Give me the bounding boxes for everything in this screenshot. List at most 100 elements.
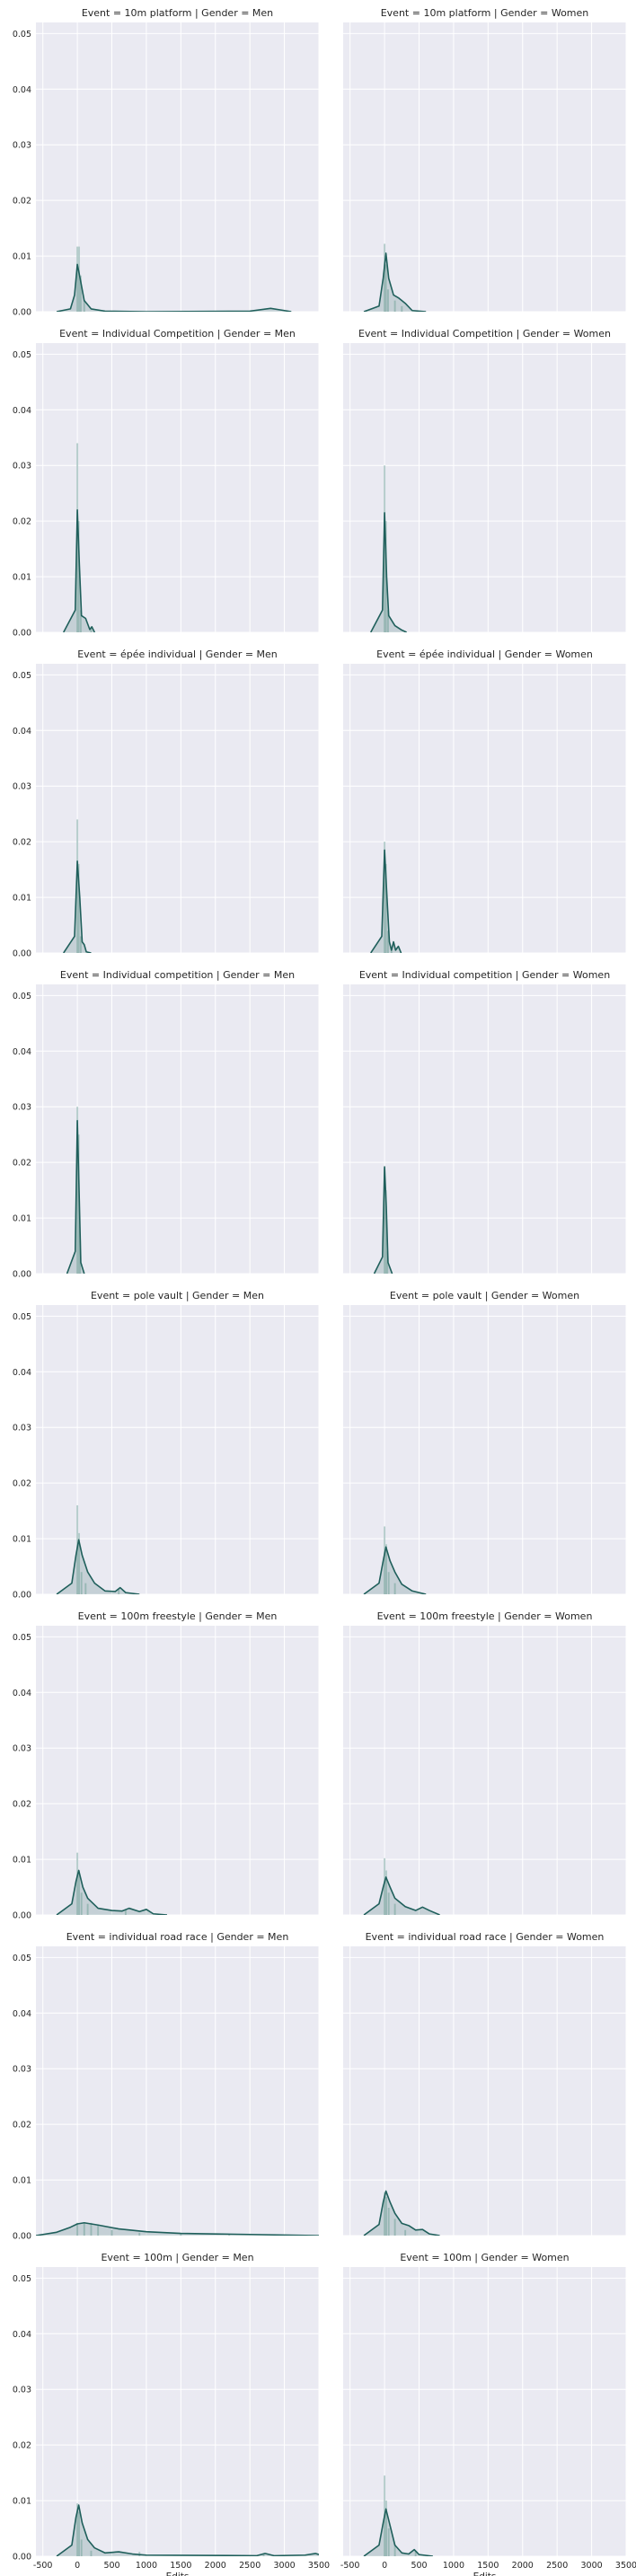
- hist-bar: [78, 1870, 80, 1915]
- y-tick-label: 0.02: [13, 1159, 31, 1169]
- panel-background: [343, 1626, 626, 1915]
- panel-title: Event = 10m platform | Gender = Men: [82, 7, 273, 19]
- panel-background: [36, 664, 319, 953]
- panel-title: Event = individual road race | Gender = …: [66, 1931, 289, 1943]
- plot-area: [56, 1504, 140, 1594]
- panel-background: [343, 1305, 626, 1594]
- y-tick-label: 0.00: [13, 1591, 31, 1601]
- plot-area: [56, 246, 292, 312]
- hist-bar: [79, 275, 82, 312]
- kde-line: [56, 1869, 168, 1915]
- plot-area: [36, 2221, 319, 2236]
- x-axis-label: Edits: [166, 2572, 190, 2576]
- panel-title: Event = Individual Competition | Gender …: [358, 328, 611, 340]
- y-tick-label: 0.03: [13, 1424, 31, 1434]
- y-tick-label: 0.05: [13, 1312, 31, 1322]
- y-tick-label: 0.04: [13, 1689, 31, 1698]
- x-tick-label: 1500: [477, 2561, 499, 2571]
- plot-area: [363, 2475, 433, 2556]
- y-tick-label: 0.05: [13, 2274, 31, 2284]
- hist-bar: [80, 1892, 83, 1915]
- y-tick-label: 0.01: [13, 894, 31, 904]
- hist-bar: [385, 1544, 387, 1594]
- plot-area: [370, 842, 402, 953]
- y-tick-label: 0.02: [13, 838, 31, 848]
- hist-bar: [90, 626, 93, 632]
- y-tick-label: 0.01: [13, 252, 31, 262]
- hist-bar: [414, 2550, 417, 2556]
- hist-bar: [385, 2501, 387, 2556]
- y-tick-label: 0.00: [13, 1270, 31, 1280]
- hist-bar: [138, 2232, 141, 2236]
- hist-bar: [79, 936, 82, 953]
- panel-title: Event = pole vault | Gender = Men: [91, 1290, 264, 1301]
- kde-area: [63, 860, 92, 953]
- y-tick-label: 0.02: [13, 517, 31, 527]
- y-tick-label: 0.03: [13, 2386, 31, 2395]
- hist-bar: [387, 1572, 390, 1594]
- facet-panels: Event = 10m platform | Gender = Men 0.00 0…: [13, 7, 636, 2576]
- hist-bar: [386, 931, 389, 953]
- panel-background: [343, 2267, 626, 2556]
- x-axis-label: Edits: [473, 2572, 497, 2576]
- hist-bar: [385, 1870, 387, 1915]
- x-tick-label: 500: [411, 2561, 427, 2571]
- kde-line: [370, 849, 402, 953]
- x-tick-label: -500: [340, 2561, 360, 2571]
- hist-bar: [384, 1190, 387, 1274]
- panel-title: Event = 100m freestyle | Gender = Women: [377, 1610, 593, 1622]
- panel-title: Event = épée individual | Gender = Women: [376, 648, 593, 660]
- x-tick-label: 2500: [546, 2561, 568, 2571]
- hist-bar: [393, 1903, 396, 1915]
- hist-bar: [76, 2503, 79, 2556]
- plot-area: [363, 1857, 440, 1915]
- kde-line: [370, 512, 408, 632]
- kde-line: [66, 1119, 85, 1274]
- hist-bar: [384, 1168, 386, 1274]
- y-tick-label: 0.02: [13, 1800, 31, 1810]
- panel-title: Event = individual road race | Gender = …: [366, 1931, 605, 1943]
- hist-bar: [180, 2234, 182, 2236]
- y-tick-label: 0.04: [13, 727, 31, 737]
- x-tick-label: 1500: [170, 2561, 191, 2571]
- facet-panel: Event = Individual Competition | Gender …: [343, 328, 627, 633]
- facet-panel: Event = Individual Competition | Gender …: [13, 328, 320, 639]
- hist-bar: [384, 465, 386, 632]
- panel-title: Event = Individual competition | Gender …: [359, 969, 610, 981]
- kde-area: [364, 2509, 433, 2556]
- panel-title: Event = épée individual | Gender = Men: [77, 648, 278, 660]
- kde-line: [36, 2221, 319, 2236]
- hist-bar: [385, 2196, 387, 2236]
- panel-background: [36, 2267, 319, 2556]
- plot-area: [373, 1166, 393, 1274]
- hist-bar: [262, 2553, 265, 2556]
- hist-bar: [77, 863, 80, 953]
- facet-panel: Event = pole vault | Gender = Women: [343, 1290, 627, 1595]
- hist-bar: [384, 842, 386, 953]
- panel-background: [343, 22, 626, 312]
- y-tick-label: 0.04: [13, 2009, 31, 2019]
- hist-bar: [386, 610, 389, 632]
- panel-background: [36, 343, 319, 632]
- hist-bar: [387, 1892, 390, 1915]
- facet-panel: Event = 100m freestyle | Gender = Men 0.0…: [13, 1610, 320, 1921]
- y-tick-label: 0.05: [13, 1954, 31, 1963]
- y-tick-label: 0.04: [13, 1047, 31, 1057]
- facet-panel: Event = pole vault | Gender = Men 0.00 0.0…: [13, 1290, 320, 1601]
- hist-bar: [97, 2225, 100, 2236]
- x-tick-label: 0: [75, 2561, 80, 2571]
- y-tick-label: 0.02: [13, 197, 31, 207]
- facet-panel: Event = 10m platform | Gender = Women: [343, 7, 627, 313]
- hist-bar: [76, 1107, 79, 1274]
- hist-bar: [76, 246, 79, 312]
- kde-area: [57, 264, 292, 312]
- facet-panel: Event = individual road race | Gender = …: [343, 1931, 627, 2236]
- y-tick-label: 0.00: [13, 629, 31, 639]
- y-tick-label: 0.03: [13, 782, 31, 792]
- hist-bar: [77, 521, 80, 632]
- plot-area: [56, 2503, 319, 2556]
- kde-line: [63, 860, 92, 953]
- plot-area: [63, 819, 92, 953]
- y-tick-label: 0.03: [13, 141, 31, 151]
